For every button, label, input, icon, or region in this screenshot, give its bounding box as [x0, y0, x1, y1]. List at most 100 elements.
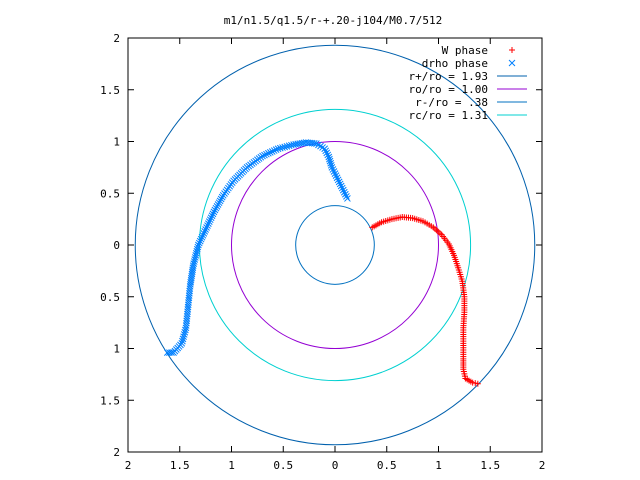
data-point — [268, 148, 276, 155]
data-point — [180, 333, 187, 341]
x-tick-label: 1.5 — [170, 459, 190, 472]
data-point — [469, 379, 476, 386]
series-0 — [369, 214, 481, 387]
y-tick-label: 0 — [113, 239, 120, 252]
data-point — [206, 216, 214, 224]
data-point — [204, 222, 211, 229]
data-point — [182, 324, 190, 332]
y-tick-label: 0.5 — [100, 187, 120, 200]
data-point — [166, 349, 173, 356]
data-point — [203, 224, 210, 231]
data-point — [266, 149, 274, 156]
data-point — [218, 193, 226, 201]
data-point — [326, 155, 333, 163]
x-tick-label: 1.5 — [480, 459, 500, 472]
x-tick-label: 0 — [332, 459, 339, 472]
y-tick-label: 1 — [113, 343, 120, 356]
data-point — [210, 208, 218, 216]
data-point — [182, 326, 189, 334]
data-point — [325, 153, 333, 161]
legend-label: drho phase — [422, 57, 488, 70]
data-point — [197, 235, 205, 243]
data-point — [337, 182, 345, 190]
data-point — [205, 218, 213, 226]
data-point — [331, 170, 339, 177]
data-point — [276, 144, 284, 152]
data-point — [329, 166, 337, 173]
data-point — [191, 256, 199, 263]
data-point — [195, 239, 203, 247]
axis-ticks: 2 1.5 1 0.5 0 0.5 1 1.5 221.510.500.511.52 — [100, 32, 545, 472]
data-point — [217, 195, 225, 203]
data-point — [179, 337, 186, 345]
x-tick-label: 2 — [125, 459, 132, 472]
data-point — [191, 254, 199, 261]
data-point — [163, 349, 171, 356]
data-point — [339, 186, 347, 194]
data-point — [198, 233, 206, 241]
data-point — [195, 241, 202, 249]
data-point — [288, 141, 295, 149]
data-point — [281, 143, 289, 151]
x-tick-label: 0.5 — [377, 459, 397, 472]
data-point — [336, 180, 344, 188]
data-point — [344, 195, 351, 202]
data-point — [208, 212, 216, 220]
data-point — [335, 178, 343, 186]
data-point — [181, 328, 189, 336]
legend-label: r-/ro = .38 — [415, 96, 488, 109]
data-point — [285, 142, 293, 150]
x-tick-label: 1 — [435, 459, 442, 472]
data-point — [193, 245, 201, 253]
legend-label: r+/ro = 1.93 — [409, 70, 488, 83]
data-series — [163, 139, 481, 387]
data-point — [330, 168, 338, 175]
data-point — [192, 251, 200, 259]
data-point — [274, 145, 282, 153]
x-tick-label: 2 — [539, 459, 546, 472]
data-point — [193, 247, 201, 255]
data-point — [212, 204, 220, 212]
data-point — [180, 331, 188, 338]
data-point — [263, 150, 270, 158]
data-point — [216, 197, 224, 205]
data-point — [327, 161, 335, 169]
data-point — [343, 193, 350, 200]
x-tick-label: 0.5 — [273, 459, 293, 472]
data-point — [202, 226, 209, 233]
data-point — [270, 147, 278, 154]
data-point — [326, 157, 334, 165]
chart-title: m1/n1.5/q1.5/r-+.20-j104/M0.7/512 — [224, 14, 443, 27]
data-point — [332, 172, 340, 180]
data-point — [219, 191, 227, 199]
data-point — [214, 201, 222, 208]
data-point — [213, 203, 221, 210]
data-point — [279, 144, 286, 151]
y-tick-label: 2 — [113, 446, 120, 459]
circle-0 — [134, 44, 536, 446]
y-tick-label: 1.5 — [100, 394, 120, 407]
y-tick-label: 2 — [113, 32, 120, 45]
legend-label: ro/ro = 1.00 — [409, 83, 488, 96]
data-point — [341, 190, 349, 198]
legend-swatch — [508, 59, 516, 67]
circle-2 — [295, 205, 375, 285]
data-point — [323, 149, 331, 157]
data-point — [211, 206, 219, 214]
data-point — [194, 243, 202, 251]
data-point — [205, 220, 212, 227]
data-point — [209, 210, 217, 218]
data-point — [324, 151, 332, 159]
circle-1 — [231, 141, 439, 349]
data-point — [334, 176, 342, 184]
data-point — [179, 335, 187, 343]
x-tick-label: 1 — [228, 459, 235, 472]
data-point — [199, 231, 207, 239]
data-point — [283, 143, 291, 150]
y-tick-label: 1 — [113, 136, 120, 149]
data-point — [265, 149, 272, 157]
y-tick-label: 0.5 — [100, 291, 120, 304]
data-point — [215, 199, 223, 207]
